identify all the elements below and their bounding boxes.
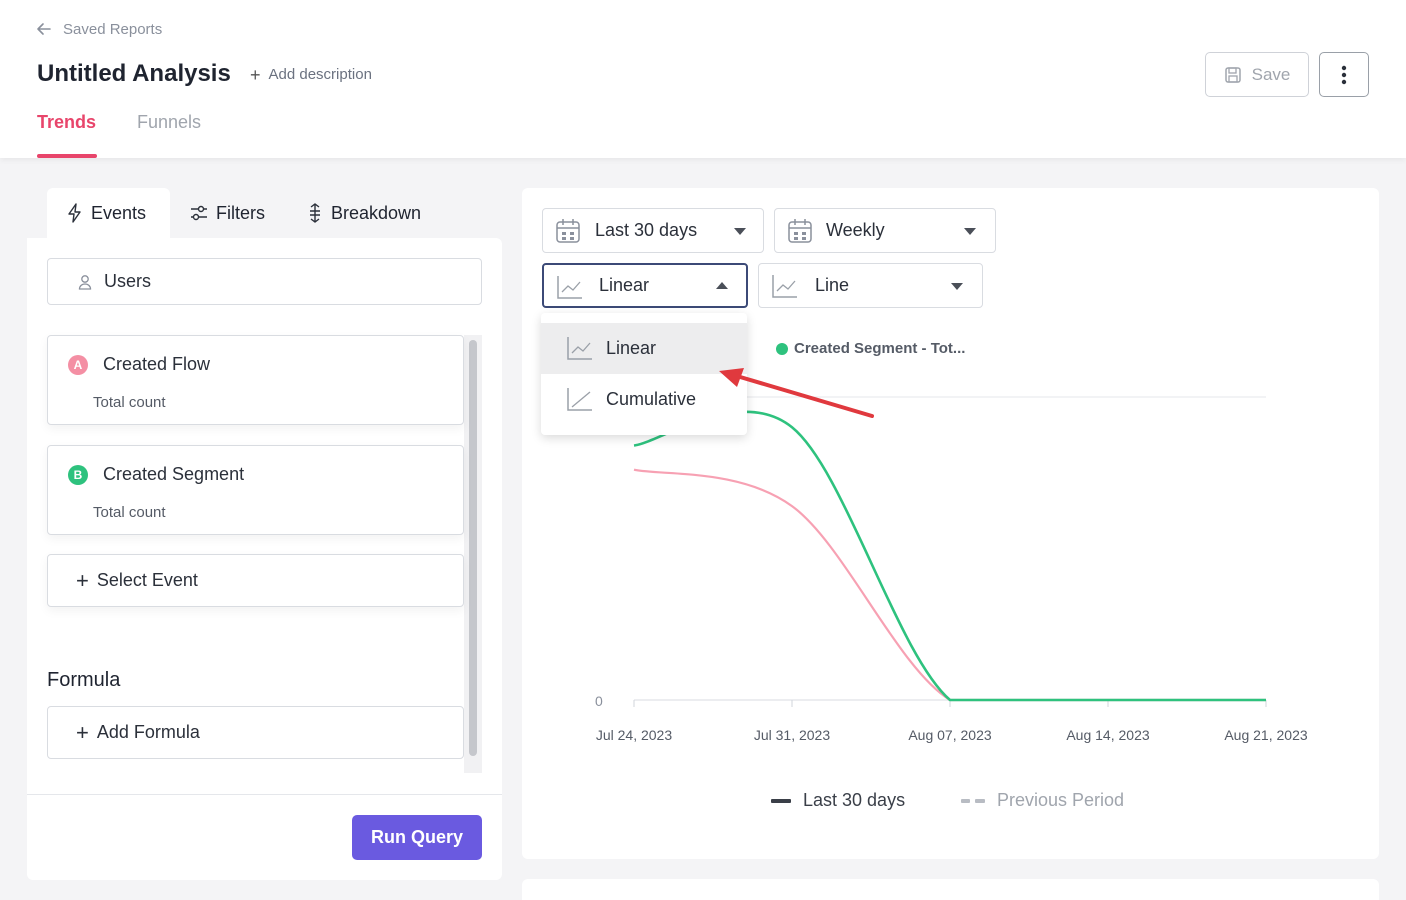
- users-selector-label: Users: [104, 271, 152, 291]
- run-query-button[interactable]: Run Query: [352, 815, 482, 860]
- interval-dropdown[interactable]: Weekly: [774, 208, 996, 253]
- tab-filters-label: Filters: [216, 202, 265, 223]
- save-button-label: Save: [1251, 64, 1291, 84]
- event-card-a[interactable]: A Created Flow Total count: [47, 335, 464, 425]
- interval-value: Weekly: [826, 220, 885, 240]
- line-chart-icon: [557, 276, 582, 299]
- chart-type-value: Line: [815, 275, 850, 295]
- event-name: Created Segment: [103, 464, 245, 484]
- x-tick-label: Jul 31, 2023: [754, 727, 830, 743]
- series-legend[interactable]: Created Segment - Tot...: [776, 340, 965, 357]
- secondary-panel: [522, 879, 1379, 900]
- chevron-down-icon: [734, 228, 746, 235]
- line-chart-icon: [567, 337, 592, 360]
- legend-previous-period[interactable]: Previous Period: [961, 790, 1124, 811]
- line-chart-icon: [772, 275, 797, 298]
- bolt-icon: [68, 203, 81, 223]
- tab-events[interactable]: Events: [47, 188, 170, 238]
- add-formula-button[interactable]: + Add Formula: [47, 706, 464, 759]
- dashed-line-icon: [961, 798, 985, 803]
- scale-options-menu: Linear Cumulative: [541, 313, 747, 435]
- back-link-label: Saved Reports: [63, 20, 163, 38]
- calendar-icon: [788, 219, 812, 243]
- cumulative-chart-icon: [567, 388, 592, 411]
- y-tick-label: 0: [595, 693, 603, 709]
- tab-events-label: Events: [91, 202, 147, 223]
- plus-icon: +: [76, 567, 89, 593]
- more-options-button[interactable]: [1319, 52, 1369, 97]
- event-badge-a: A: [68, 355, 88, 375]
- legend-current-period[interactable]: Last 30 days: [771, 790, 905, 811]
- add-description-label: Add description: [268, 66, 372, 83]
- solid-line-icon: [771, 798, 791, 803]
- tab-trends[interactable]: Trends: [37, 112, 97, 132]
- tab-funnels[interactable]: Funnels: [137, 112, 202, 132]
- chart-type-dropdown[interactable]: Line: [758, 263, 983, 308]
- panel-divider: [27, 794, 502, 795]
- chevron-down-icon: [964, 228, 976, 235]
- menu-item-label: Linear: [606, 338, 657, 358]
- event-metric[interactable]: Total count: [93, 394, 166, 411]
- scrollbar-thumb[interactable]: [469, 340, 477, 756]
- date-range-dropdown[interactable]: Last 30 days: [542, 208, 764, 253]
- series-legend-label: Created Segment - Tot...: [794, 340, 966, 357]
- calendar-icon: [556, 219, 580, 243]
- scale-dropdown[interactable]: Linear: [542, 263, 748, 308]
- formula-heading: Formula: [47, 669, 121, 691]
- scale-value: Linear: [599, 275, 650, 295]
- series-line-created-flow[interactable]: [633, 468, 1266, 702]
- menu-item-label: Cumulative: [606, 389, 697, 409]
- select-event-button[interactable]: + Select Event: [47, 554, 464, 607]
- tab-breakdown-label: Breakdown: [331, 202, 422, 223]
- event-metric[interactable]: Total count: [93, 504, 166, 521]
- legend-label: Last 30 days: [803, 790, 906, 810]
- arrow-left-icon: [37, 23, 51, 35]
- add-description-button[interactable]: + Add description: [250, 64, 372, 85]
- x-tick-label: Aug 21, 2023: [1224, 727, 1308, 743]
- sliders-icon: [191, 205, 207, 221]
- plus-icon: +: [250, 64, 261, 85]
- plus-icon: +: [76, 719, 89, 745]
- series-color-dot: [776, 342, 788, 355]
- chevron-down-icon: [951, 283, 963, 290]
- vertical-ellipsis-icon: [1341, 65, 1347, 84]
- select-event-label: Select Event: [96, 570, 198, 590]
- page-header: Saved Reports Untitled Analysis + Add de…: [0, 0, 1406, 158]
- add-formula-label: Add Formula: [96, 722, 200, 742]
- menu-item-cumulative[interactable]: Cumulative: [541, 374, 747, 425]
- event-card-b[interactable]: B Created Segment Total count: [47, 445, 464, 535]
- breakdown-icon: [310, 203, 320, 223]
- active-tab-indicator: [37, 154, 97, 158]
- tab-filters[interactable]: Filters: [190, 188, 265, 238]
- page-title[interactable]: Untitled Analysis: [37, 60, 231, 87]
- x-tick-label: Jul 24, 2023: [596, 727, 672, 743]
- users-selector[interactable]: Users: [47, 258, 482, 305]
- menu-item-linear[interactable]: Linear: [541, 323, 747, 374]
- annotation-arrow-icon: [719, 368, 874, 418]
- series-line-created-segment[interactable]: [633, 410, 1266, 702]
- event-name: Created Flow: [103, 354, 211, 374]
- save-button[interactable]: Save: [1205, 52, 1309, 97]
- x-tick-label: Aug 14, 2023: [1066, 727, 1150, 743]
- date-range-value: Last 30 days: [595, 220, 698, 240]
- legend-label: Previous Period: [997, 790, 1125, 810]
- event-badge-b: B: [68, 465, 88, 485]
- chevron-up-icon: [716, 282, 728, 289]
- back-link[interactable]: Saved Reports: [35, 20, 162, 38]
- x-tick-label: Aug 07, 2023: [908, 727, 992, 743]
- user-icon: [78, 274, 92, 290]
- floppy-disk-icon: [1224, 66, 1241, 83]
- tab-breakdown[interactable]: Breakdown: [307, 188, 421, 238]
